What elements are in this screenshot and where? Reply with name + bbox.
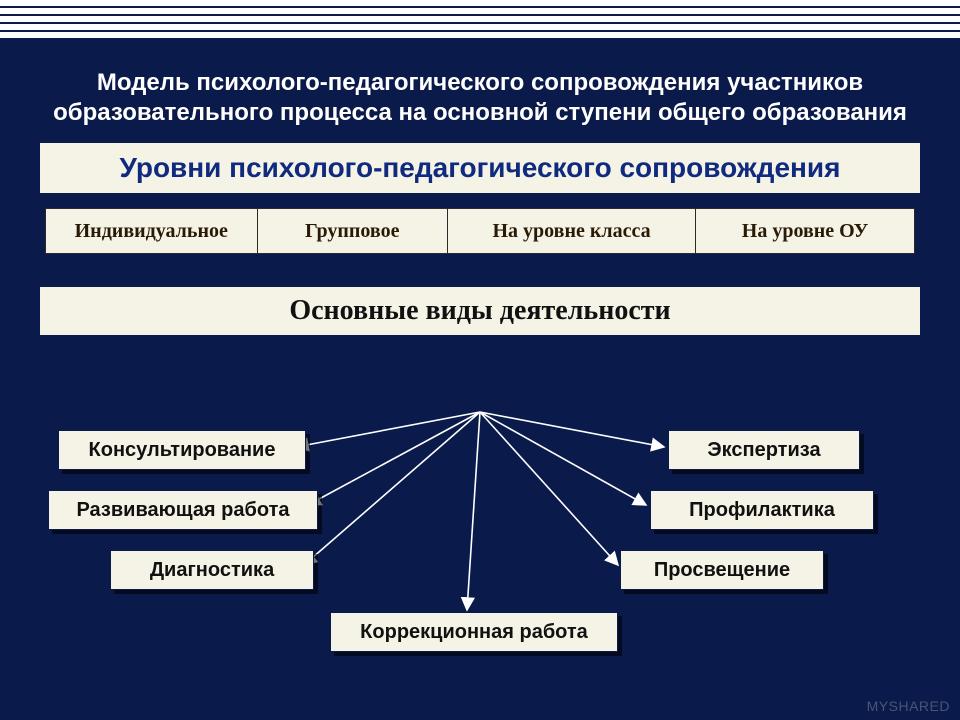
activity-node-developing: Развивающая работа xyxy=(48,490,318,530)
levels-cell: На уровне класса xyxy=(448,209,696,254)
activity-node-correction: Коррекционная работа xyxy=(330,612,618,652)
levels-cell: На уровне ОУ xyxy=(696,209,915,254)
arrow-to-diagnostics xyxy=(304,412,480,565)
activity-node-consulting: Консультирование xyxy=(58,430,306,470)
arrow-to-prevention xyxy=(480,412,646,505)
arrow-to-developing xyxy=(308,412,480,505)
arrow-to-correction xyxy=(467,412,480,610)
activities-banner: Основные виды деятельности xyxy=(39,286,921,336)
levels-cell: Индивидуальное xyxy=(46,209,258,254)
levels-table: ИндивидуальноеГрупповоеНа уровне классаН… xyxy=(45,208,915,254)
header-stripes xyxy=(0,0,960,44)
arrow-to-consulting xyxy=(296,412,480,447)
levels-row: ИндивидуальноеГрупповоеНа уровне классаН… xyxy=(46,209,915,254)
levels-banner: Уровни психолого-педагогического сопрово… xyxy=(39,142,921,194)
arrow-to-education xyxy=(480,412,618,565)
activity-node-expertise: Экспертиза xyxy=(668,430,860,470)
levels-cell: Групповое xyxy=(257,209,448,254)
slide-title: Модель психолого-педагогического сопрово… xyxy=(50,68,910,128)
activity-node-prevention: Профилактика xyxy=(650,490,874,530)
activity-node-education: Просвещение xyxy=(620,550,824,590)
watermark: MYSHARED xyxy=(867,698,950,714)
arrow-to-expertise xyxy=(480,412,664,447)
activity-node-diagnostics: Диагностика xyxy=(110,550,314,590)
